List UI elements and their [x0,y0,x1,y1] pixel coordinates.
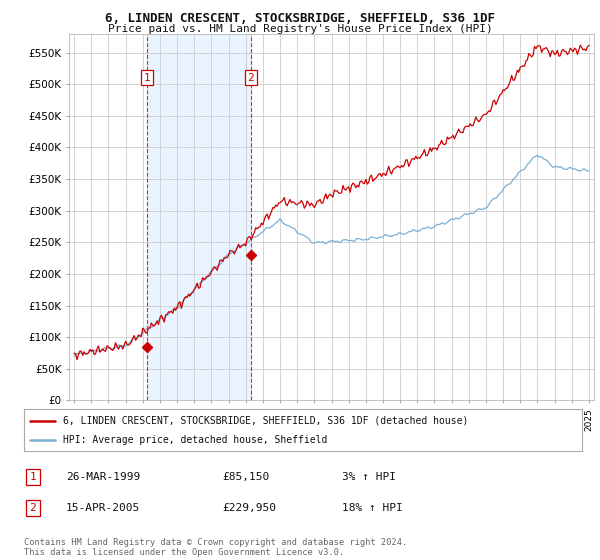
Text: 1: 1 [143,73,150,83]
Text: 26-MAR-1999: 26-MAR-1999 [66,472,140,482]
Text: 2: 2 [247,73,254,83]
Text: Price paid vs. HM Land Registry's House Price Index (HPI): Price paid vs. HM Land Registry's House … [107,24,493,34]
Bar [147,34,251,400]
Text: 3% ↑ HPI: 3% ↑ HPI [342,472,396,482]
Text: Contains HM Land Registry data © Crown copyright and database right 2024.
This d: Contains HM Land Registry data © Crown c… [24,538,407,557]
Text: 2: 2 [29,503,37,513]
Text: 1: 1 [29,472,37,482]
Text: 6, LINDEN CRESCENT, STOCKSBRIDGE, SHEFFIELD, S36 1DF (detached house): 6, LINDEN CRESCENT, STOCKSBRIDGE, SHEFFI… [63,416,469,426]
Text: £229,950: £229,950 [222,503,276,513]
Text: HPI: Average price, detached house, Sheffield: HPI: Average price, detached house, Shef… [63,435,328,445]
Text: 6, LINDEN CRESCENT, STOCKSBRIDGE, SHEFFIELD, S36 1DF: 6, LINDEN CRESCENT, STOCKSBRIDGE, SHEFFI… [105,12,495,25]
Text: 18% ↑ HPI: 18% ↑ HPI [342,503,403,513]
Text: £85,150: £85,150 [222,472,269,482]
Text: 15-APR-2005: 15-APR-2005 [66,503,140,513]
